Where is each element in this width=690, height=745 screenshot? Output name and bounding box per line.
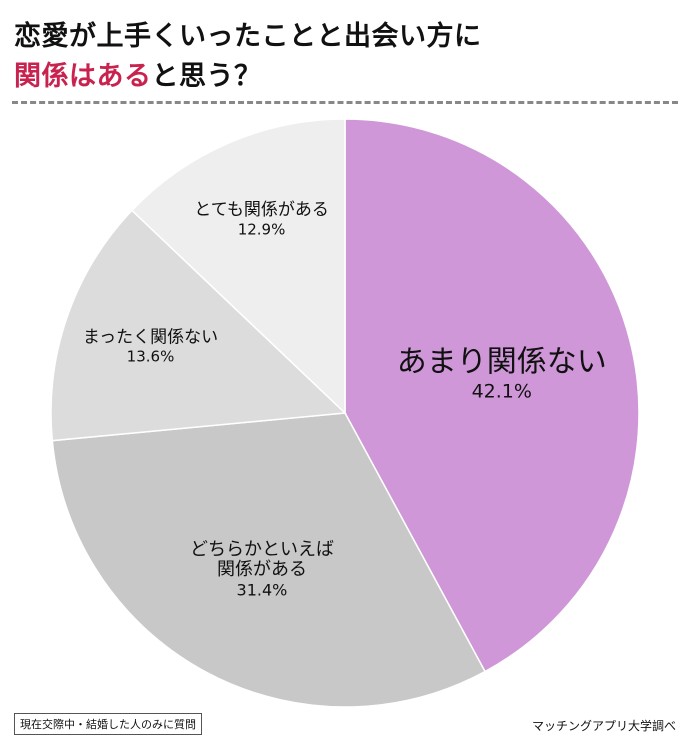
slice-value-mattaku-kankei-nai: 13.6%	[127, 348, 175, 366]
pie-slice-totemo-kankei-aru	[130, 118, 346, 415]
slice-label-dochiraka-kankei-aru-line2: 関係がある	[217, 559, 307, 580]
chart-title-line2: 関係はあると思う？	[14, 54, 262, 93]
slice-label-amari-kankei-nai: あまり関係ない	[397, 345, 607, 380]
slice-value-amari-kankei-nai: 42.1%	[472, 380, 532, 402]
pie-slices	[50, 118, 640, 708]
survey-note: 現在交際中・結婚した人のみに質問	[14, 713, 202, 735]
slice-label-mattaku-kankei-nai: まったく関係ない	[83, 327, 218, 347]
chart-title-rest: と思う？	[151, 61, 262, 92]
chart-title-accent: 関係はある	[14, 61, 152, 92]
source-credit: マッチングアプリ大学調べ	[531, 719, 676, 733]
slice-value-dochiraka-kankei-aru: 31.4%	[237, 581, 288, 600]
slice-label-dochiraka-kankei-aru-line1: どちらかといえば	[190, 539, 334, 560]
title-divider	[12, 101, 678, 104]
slice-value-totemo-kankei-aru: 12.9%	[238, 220, 286, 238]
pie-slice-dochiraka-kankei-aru	[51, 412, 487, 708]
chart-title-line1: 恋愛が上手くいったことと出会い方に	[14, 21, 482, 52]
pie-slice-amari-kankei-nai	[344, 118, 640, 673]
pie-slice-mattaku-kankei-nai	[50, 209, 347, 442]
slice-label-totemo-kankei-aru: とても関係がある	[194, 200, 329, 220]
